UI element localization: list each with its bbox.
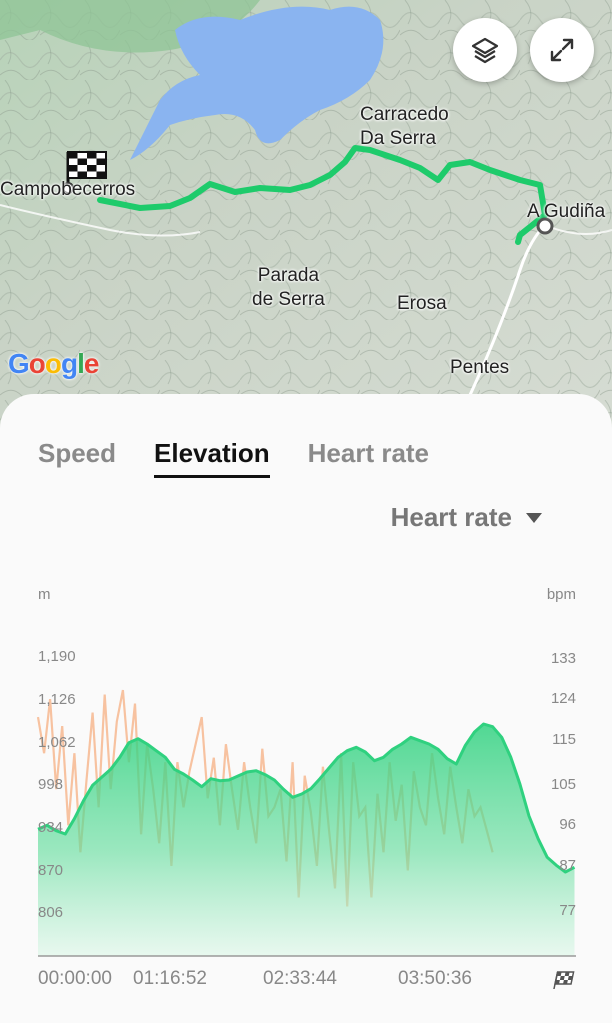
- overlay-metric-dropdown[interactable]: Heart rate: [391, 502, 542, 533]
- right-axis-tick: 77: [559, 901, 576, 919]
- overlay-metric-label: Heart rate: [390, 502, 512, 532]
- place-label-gudina: A Gudiña: [527, 201, 606, 222]
- route-line: [97, 145, 548, 245]
- right-axis-tick: 133: [550, 649, 576, 667]
- right-axis-unit: bpm: [546, 586, 576, 603]
- elevation-chart[interactable]: [0, 394, 612, 1023]
- x-tick-label: 02:33:44: [263, 968, 337, 989]
- place-label-pentes: Pentes: [450, 357, 510, 378]
- right-axis-tick: 87: [559, 856, 576, 874]
- left-axis-tick: 1,062: [38, 733, 76, 751]
- route-start-flag-icon: [62, 151, 107, 194]
- left-axis-unit: m: [38, 586, 51, 603]
- place-label-carracedo: Carracedo Da Serra: [360, 103, 449, 151]
- right-axis-tick: 96: [559, 816, 576, 834]
- right-axis-tick: 115: [552, 730, 576, 748]
- map-layers-button[interactable]: [453, 18, 517, 82]
- place-label-parada-text: Parada de Serra: [252, 265, 325, 310]
- left-axis-tick: 1,126: [38, 691, 76, 708]
- left-axis-tick: 806: [38, 904, 64, 922]
- x-tick-label: 00:00:00: [38, 968, 112, 989]
- expand-icon: [550, 38, 574, 62]
- chart-tabs: Speed Elevation Heart rate: [38, 438, 467, 478]
- route-map[interactable]: Campobecerros Carracedo Da Serra A Gudiña…: [0, 0, 612, 440]
- left-axis-tick: 934: [38, 819, 64, 836]
- place-label-carracedo-text: Carracedo Da Serra: [360, 104, 449, 149]
- reservoir-water: [130, 6, 384, 160]
- tab-speed[interactable]: Speed: [38, 438, 117, 468]
- tab-elevation[interactable]: Elevation: [154, 438, 270, 478]
- place-label-campobecerros: Campobecerros: [0, 179, 136, 200]
- tab-heart-rate[interactable]: Heart rate: [307, 438, 430, 468]
- google-logo: Google: [8, 348, 99, 379]
- layers-icon: [471, 37, 499, 64]
- x-tick-label: 03:50:36: [398, 968, 472, 989]
- left-axis-tick: 1,190: [38, 648, 76, 666]
- elevation-series-line: [37, 722, 576, 874]
- right-axis-tick: 124: [550, 690, 576, 708]
- map-canvas[interactable]: [0, 0, 612, 440]
- right-axis-tick: 105: [550, 775, 576, 793]
- left-axis-tick: 998: [38, 776, 64, 794]
- route-end-marker: [536, 217, 554, 235]
- place-label-parada: Parada de Serra: [252, 264, 325, 312]
- place-label-erosa: Erosa: [397, 293, 447, 314]
- elevation-area: [38, 724, 575, 956]
- left-axis-tick: 870: [38, 861, 64, 879]
- activity-detail-sheet: Speed Elevation Heart rate Heart rate m …: [0, 394, 612, 1023]
- map-expand-button[interactable]: [530, 18, 594, 82]
- caret-down-icon: [526, 512, 542, 523]
- finish-flag-icon: [553, 971, 575, 989]
- x-tick-label: 01:16:52: [133, 968, 207, 989]
